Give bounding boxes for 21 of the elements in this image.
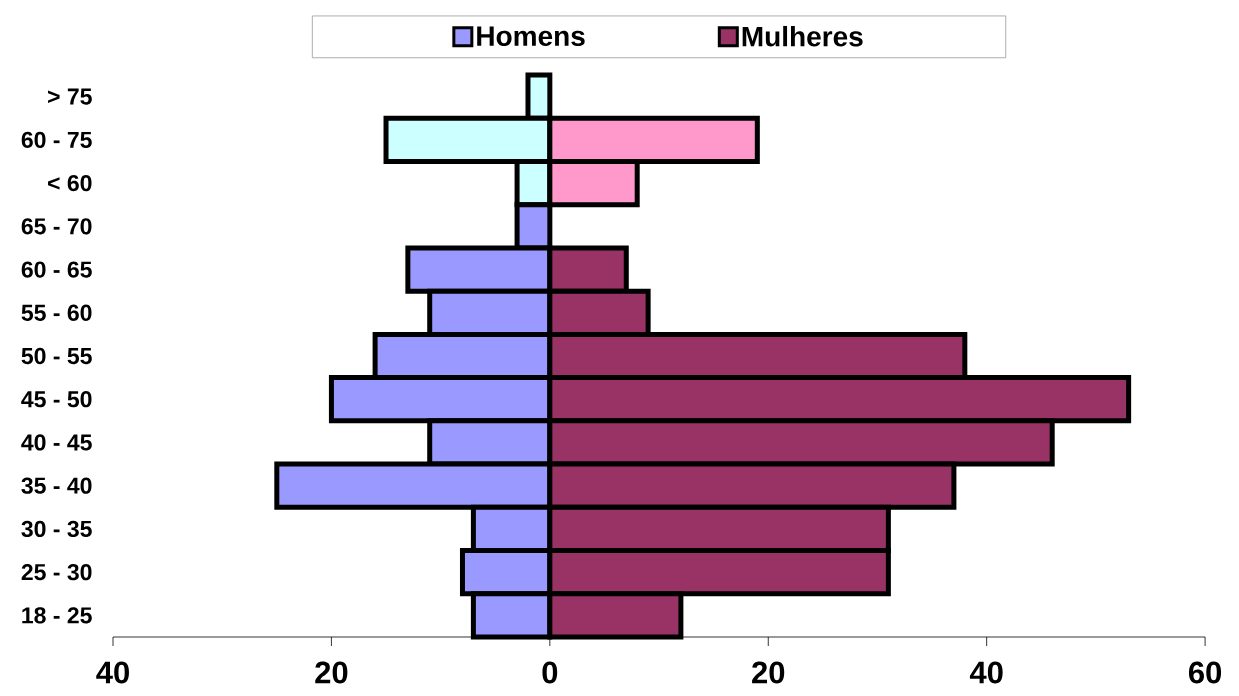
y-tick-label: 35 - 40: [21, 477, 92, 494]
y-tick-label: > 75: [48, 88, 92, 105]
x-tick-label: 60: [1188, 661, 1222, 684]
y-tick-label: 60 - 65: [21, 261, 92, 278]
x-tick-label: 20: [752, 661, 785, 684]
x-tick-label: 0: [542, 661, 558, 684]
legend-label: Mulheres: [742, 25, 863, 47]
y-tick-label: 40 - 45: [21, 434, 92, 451]
y-tick-label: 30 - 35: [21, 520, 92, 538]
y-tick-label: 45 - 50: [21, 391, 92, 408]
y-tick-label: 18 - 25: [22, 607, 92, 624]
y-tick-label: 65 - 70: [21, 218, 92, 235]
x-tick-label: 20: [315, 661, 348, 684]
x-tick-label: 40: [96, 661, 129, 684]
y-tick-label: < 60: [48, 174, 92, 192]
x-tick-label: 40: [969, 661, 1003, 684]
y-tick-label: 55 - 60: [21, 304, 92, 321]
y-tick-label: 50 - 55: [21, 347, 92, 365]
legend-label: Homens: [477, 26, 585, 46]
y-tick-label: 25 - 30: [21, 563, 92, 581]
y-tick-label: 60 - 75: [21, 131, 92, 148]
